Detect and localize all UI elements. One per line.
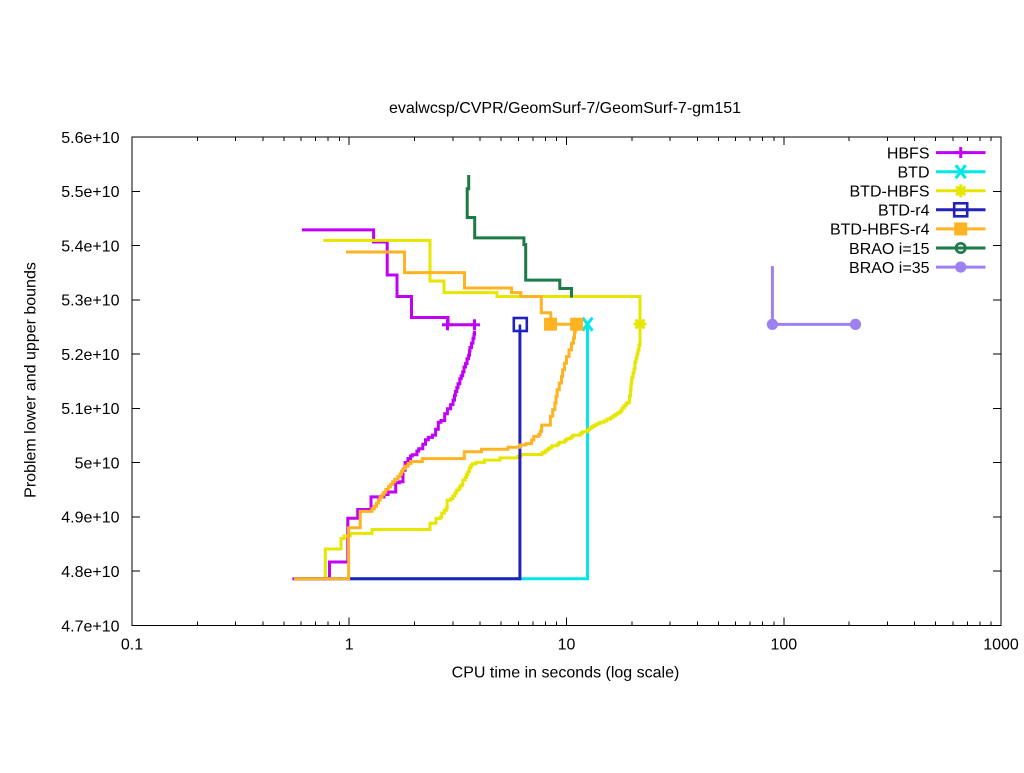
svg-text:HBFS: HBFS — [887, 145, 930, 162]
svg-text:BTD-HBFS: BTD-HBFS — [850, 184, 930, 201]
svg-text:100: 100 — [770, 636, 797, 653]
svg-text:5.4e+10: 5.4e+10 — [61, 238, 119, 255]
svg-text:BRAO i=15: BRAO i=15 — [849, 241, 930, 258]
svg-text:4.9e+10: 4.9e+10 — [61, 510, 119, 527]
svg-text:5e+10: 5e+10 — [75, 456, 120, 473]
svg-text:5.6e+10: 5.6e+10 — [61, 130, 119, 147]
svg-text:10: 10 — [558, 636, 576, 653]
svg-text:CPU time in seconds (log scale: CPU time in seconds (log scale) — [452, 664, 680, 681]
svg-text:evalwcsp/CVPR/GeomSurf-7/GeomS: evalwcsp/CVPR/GeomSurf-7/GeomSurf-7-gm15… — [389, 100, 741, 117]
svg-text:BTD: BTD — [898, 165, 930, 182]
svg-text:Problem lower and upper bounds: Problem lower and upper bounds — [23, 262, 40, 498]
svg-text:5.5e+10: 5.5e+10 — [61, 184, 119, 201]
svg-text:4.8e+10: 4.8e+10 — [61, 564, 119, 581]
svg-text:1: 1 — [345, 636, 354, 653]
svg-text:5.1e+10: 5.1e+10 — [61, 401, 119, 418]
svg-text:BTD-HBFS-r4: BTD-HBFS-r4 — [830, 222, 930, 239]
svg-text:BTD-r4: BTD-r4 — [878, 203, 930, 220]
svg-text:5.3e+10: 5.3e+10 — [61, 293, 119, 310]
svg-text:4.7e+10: 4.7e+10 — [61, 618, 119, 635]
svg-text:1000: 1000 — [983, 636, 1019, 653]
svg-text:0.1: 0.1 — [121, 636, 143, 653]
svg-text:5.2e+10: 5.2e+10 — [61, 347, 119, 364]
svg-text:BRAO i=35: BRAO i=35 — [849, 260, 930, 277]
